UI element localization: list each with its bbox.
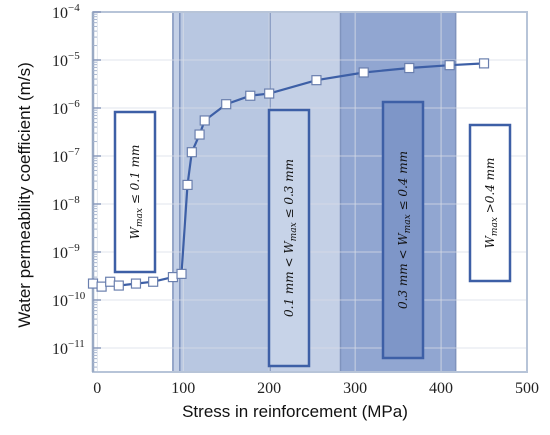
y-tick-label-2: 10−6 [52,98,80,118]
x-tick-label-5: 500 [515,380,539,397]
crack-width-annotations: Wmax ≤ 0.1 mm 0.1 mm < Wmax ≤ 0.3 mm 0.3 m… [113,100,512,368]
data-point-15 [311,75,322,86]
plot-frame [91,11,528,373]
y-axis-ticks: 10−4 10−5 10−6 10−7 10−8 10−9 10−10 10−11 [52,2,86,358]
data-point-7 [176,268,187,279]
y-axis-label: Water permeability coefficient (m/s) [15,62,34,327]
data-point-8 [182,179,193,190]
annotation-text-w1: Wmax ≤ 0.1 mm [128,145,145,240]
permeability-series [87,58,490,292]
data-point-5 [148,276,159,287]
x-tick-label-3: 300 [343,380,367,397]
x-tick-label-2: 200 [257,380,281,397]
x-tick-label-1: 100 [171,380,195,397]
annotation-w4: Wmax >0.4 mm [468,123,512,283]
annotation-box-w4 [468,123,512,283]
data-point-3 [113,280,124,291]
data-point-10 [194,129,205,140]
annotation-text-w4: Wmax >0.4 mm [483,158,500,249]
x-axis-label: Stress in reinforcement (MPa) [182,402,408,421]
x-tick-label-4: 400 [429,380,453,397]
annotation-text-w3: 0.3 mm < Wmax ≤ 0.4 mm [396,151,413,309]
data-point-6 [167,271,179,283]
y-tick-label-4: 10−8 [52,194,80,214]
y-tick-label-3: 10−7 [52,146,80,166]
x-tick-label-0: 0 [93,380,101,397]
data-point-19 [478,58,490,69]
data-point-16 [358,67,369,78]
annotation-text-w2: 0.1 mm < Wmax ≤ 0.3 mm [282,159,299,317]
data-point-14 [264,88,275,99]
x-axis-ticks: 0 100 200 300 400 500 [93,380,539,397]
data-point-18 [444,60,455,71]
annotation-w3: 0.3 mm < Wmax ≤ 0.4 mm [381,100,425,360]
data-point-12 [221,99,232,110]
data-point-4 [130,278,142,289]
annotation-w2: 0.1 mm < Wmax ≤ 0.3 mm [267,108,311,368]
data-point-13 [245,90,256,101]
y-tick-label-7: 10−11 [52,338,85,358]
annotation-box-w1 [113,110,157,274]
annotation-box-w2 [267,108,311,368]
data-point-2 [105,276,116,287]
y-tick-label-0: 10−4 [52,2,80,22]
data-point-11 [199,115,210,126]
data-point-1 [96,281,107,292]
y-tick-label-5: 10−9 [52,242,80,262]
annotation-box-w3 [381,100,425,360]
data-point-9 [186,147,197,158]
y-tick-label-6: 10−10 [52,290,86,310]
data-point-0 [87,278,99,289]
y-tick-label-1: 10−5 [52,50,80,70]
data-point-17 [404,62,415,74]
region-band-1 [179,12,271,372]
annotation-w1: Wmax ≤ 0.1 mm [113,110,157,274]
